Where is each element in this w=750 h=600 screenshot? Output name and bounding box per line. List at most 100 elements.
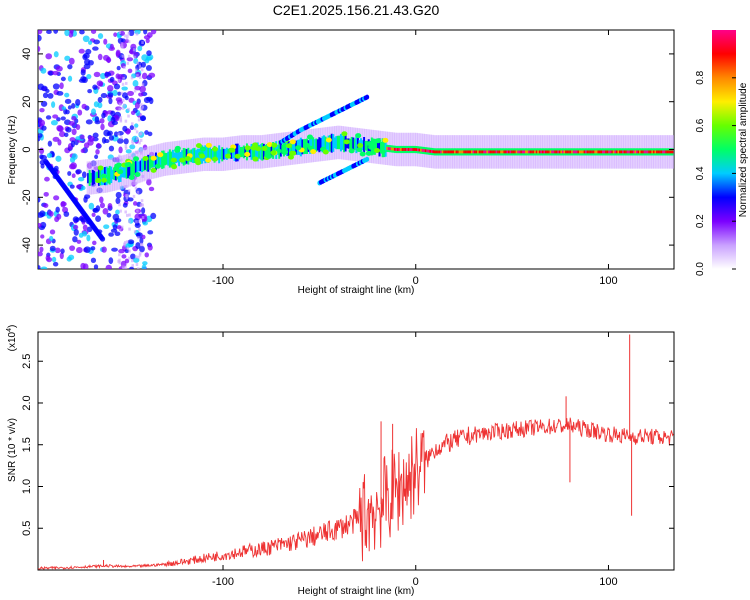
spectrogram-cell xyxy=(97,53,103,61)
spectrogram-cell xyxy=(138,141,141,145)
spectrogram-cell xyxy=(325,137,332,143)
spectrogram-cell xyxy=(534,150,537,154)
spectrogram-cell xyxy=(140,242,143,246)
spectrogram-cell xyxy=(140,61,146,68)
spectrogram-cell xyxy=(124,248,130,254)
spectrogram-cell xyxy=(355,133,362,139)
spectrogram-cell xyxy=(444,150,447,154)
spectrogram-cell xyxy=(88,170,91,186)
spectrogram-cell xyxy=(38,133,43,138)
spectrogram-cell xyxy=(124,194,128,198)
spectrogram-cell xyxy=(125,149,132,154)
spectrogram-cell xyxy=(121,254,127,259)
spectrogram-cell xyxy=(261,145,268,151)
spectrogram-cell xyxy=(384,139,387,157)
spectrogram-cell xyxy=(477,150,480,154)
spectrogram-cell xyxy=(43,191,49,197)
spectrogram-cell xyxy=(117,91,122,96)
spectrogram-cell xyxy=(135,32,139,36)
spectrogram-cell xyxy=(63,211,70,217)
spectrogram-cell xyxy=(622,150,625,154)
spectrogram-cell xyxy=(429,149,432,153)
spectrogram-cell xyxy=(645,150,648,154)
spectrogram-cell xyxy=(218,145,221,164)
spectrogram-cell xyxy=(356,147,363,153)
spectrogram-cell xyxy=(413,148,416,151)
spectrogram-cell xyxy=(118,203,121,207)
spectrogram-cell xyxy=(147,244,153,251)
spectrogram-cell xyxy=(628,150,631,154)
spectrogram-cell xyxy=(65,127,72,133)
chart-title: C2E1.2025.156.21.43.G20 xyxy=(273,2,440,18)
spectrogram-cell xyxy=(252,145,255,159)
spectrogram-cell xyxy=(51,256,57,263)
spectrogram-cell xyxy=(137,161,140,172)
spectrogram-cell xyxy=(109,43,114,50)
spectrogram-cell xyxy=(199,153,206,159)
colorbar-gradient xyxy=(712,30,736,269)
spectrogram-cell xyxy=(450,150,453,154)
spectrogram-cell xyxy=(67,105,72,110)
spectrogram-cell xyxy=(137,118,141,122)
spectrogram-cell xyxy=(134,171,141,177)
spectrogram-cell xyxy=(486,150,489,154)
spectrogram-cell xyxy=(563,150,566,154)
spectrogram-cell xyxy=(255,146,262,152)
colorbar: 0.0 0.2 0.4 0.6 0.8 Normalized spectral ampl… xyxy=(695,30,749,276)
spectrogram-cell xyxy=(40,67,47,74)
spectrogram-cell xyxy=(141,41,144,45)
spectrogram-cell xyxy=(620,150,623,154)
spectrogram-cell xyxy=(557,150,560,154)
spectrogram-cell xyxy=(603,150,606,154)
spectrogram-cell xyxy=(127,32,131,36)
spectrogram-cell xyxy=(117,132,120,136)
spectrogram-cell xyxy=(60,76,66,82)
spectrogram-cell xyxy=(643,150,646,154)
spectrogram-cell xyxy=(205,146,208,163)
spectrogram-cell xyxy=(93,170,96,185)
spectrogram-cell xyxy=(103,224,110,229)
spectrogram-cell xyxy=(589,150,592,154)
spectrogram-cell xyxy=(600,150,603,154)
spectrogram-cell xyxy=(124,95,129,101)
spectrogram-cell xyxy=(127,107,130,111)
spectrogram-cell xyxy=(489,150,492,154)
spectrogram-cell xyxy=(326,137,329,150)
spectrogram-cell xyxy=(131,160,134,177)
spectrogram-cell xyxy=(497,150,500,154)
spectrogram-cell xyxy=(87,89,93,94)
spectrogram-cell xyxy=(666,150,669,154)
spectrogram-cell xyxy=(156,155,159,167)
spectrogram-cell xyxy=(140,103,143,107)
spectrogram-cell xyxy=(208,147,211,162)
spectrogram-cell xyxy=(126,57,134,62)
spectrogram-cell xyxy=(245,143,248,161)
spectrogram-cell xyxy=(124,165,127,178)
spectrogram-cell xyxy=(447,150,450,154)
spectrogram-cell xyxy=(437,150,440,154)
spectrogram-cell xyxy=(153,156,156,168)
spectrogram-cell xyxy=(310,137,313,154)
spectrogram-cell xyxy=(418,148,421,152)
spectrogram-cell xyxy=(64,92,70,98)
spectrogram-cell xyxy=(520,150,523,154)
spectrogram-cell xyxy=(83,196,88,203)
spectrogram-cell xyxy=(127,54,131,58)
spectrogram-cell xyxy=(504,150,507,154)
spectrogram-cell xyxy=(382,137,389,143)
spectrogram-cell xyxy=(403,148,406,151)
spectrogram-cell xyxy=(238,145,241,160)
spectrogram-cell xyxy=(97,165,104,171)
spectrogram-cell xyxy=(212,156,219,162)
snr-y-label: SNR (10 * v/v) xyxy=(7,418,18,482)
spectrogram-cell xyxy=(598,150,601,154)
spectrogram-cell xyxy=(282,141,285,157)
spectrogram-cell xyxy=(123,65,126,69)
spectrogram-cell xyxy=(57,125,64,132)
spectrogram-cell xyxy=(38,119,46,127)
spectrogram-cell xyxy=(38,251,43,257)
spectrogram-cell xyxy=(523,150,526,154)
spectrogram-cell xyxy=(55,155,62,162)
spectrogram-cell xyxy=(130,159,133,179)
spectrogram-cell xyxy=(524,150,527,154)
